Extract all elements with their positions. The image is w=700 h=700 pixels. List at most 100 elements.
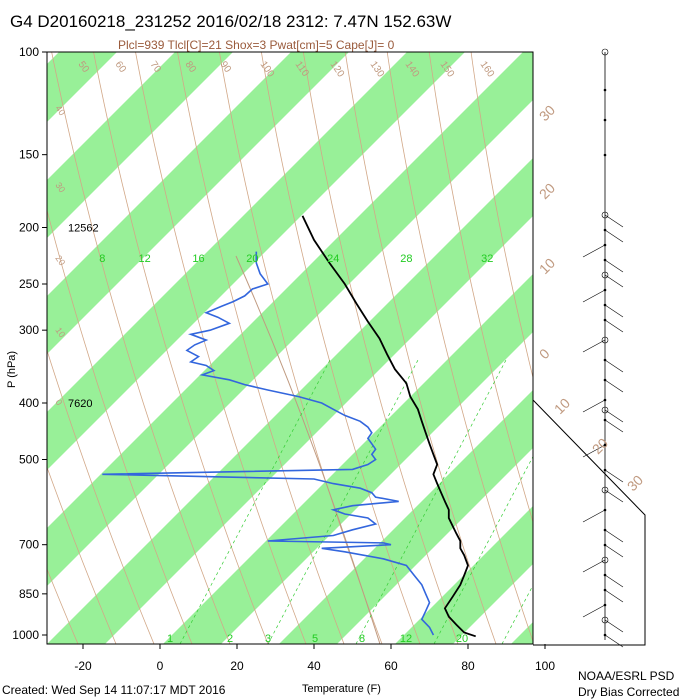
potential-temp-label: 0 <box>53 397 64 407</box>
mixing-ratio-line <box>570 360 700 644</box>
wind-barb <box>604 544 624 558</box>
dry-adiabat <box>177 52 345 644</box>
plot-border <box>46 51 534 645</box>
y-tick-label: 300 <box>19 323 39 337</box>
mixing-ratio-bottom-label: 8 <box>359 633 365 645</box>
mixing-ratio-bottom-label: 2 <box>227 633 233 645</box>
x-axis-label: Temperature (F) <box>302 683 381 695</box>
wind-barb <box>604 574 624 588</box>
wind-barb <box>604 229 624 243</box>
isotherm-label: 20 <box>589 435 611 457</box>
mixing-ratio-label: 16 <box>192 253 204 265</box>
wind-barb <box>604 379 624 393</box>
y-tick-label: 700 <box>19 538 39 552</box>
x-tick-label: 100 <box>535 659 555 673</box>
wind-point-marker <box>603 153 607 157</box>
y-axis-label: P (hPa) <box>6 351 18 388</box>
wind-point-marker <box>603 118 607 122</box>
isotherm-label: 30 <box>536 102 558 124</box>
wind-barb <box>582 509 606 523</box>
y-tick-label: 100 <box>19 45 39 59</box>
wind-calm-marker <box>601 336 609 344</box>
y-tick-label: 1000 <box>12 628 39 642</box>
wind-calm-marker <box>601 48 609 56</box>
mixing-ratio-label: 28 <box>400 253 412 265</box>
y-tick-label: 400 <box>19 396 39 410</box>
mixing-ratio-line <box>628 360 700 644</box>
temperature-line <box>301 215 476 638</box>
wind-barb <box>582 244 606 258</box>
x-tick-label: 0 <box>157 659 164 673</box>
y-tick-label: 500 <box>19 452 39 466</box>
dry-adiabats <box>47 52 533 644</box>
mixing-ratio-bottom-label: 1 <box>167 633 173 645</box>
wind-barb <box>582 399 606 413</box>
isotherm-label: 10 <box>551 395 573 417</box>
dry-adiabat <box>135 52 307 644</box>
wind-panel-border <box>532 399 646 646</box>
isotherm-band <box>47 158 533 644</box>
potential-temp-label: 10 <box>53 325 67 339</box>
isotherm-band <box>47 52 533 586</box>
wind-barb <box>604 619 624 633</box>
x-tick-label: 60 <box>384 659 398 673</box>
height-label: 7620 <box>68 398 92 410</box>
wind-barb <box>604 469 624 483</box>
dry-adiabat <box>470 52 533 380</box>
x-tick-label: 20 <box>230 659 244 673</box>
y-tick-label: 200 <box>19 221 39 235</box>
wind-barb <box>604 319 624 333</box>
mixing-ratio-label: 32 <box>481 253 493 265</box>
y-tick-label: 850 <box>19 587 39 601</box>
potential-temp-label: 160 <box>478 59 497 79</box>
credit-line-1: NOAA/ESRL PSD <box>578 669 675 683</box>
wind-calm-marker <box>601 211 609 219</box>
wind-barb <box>604 529 624 543</box>
wind-barb <box>604 274 624 288</box>
isotherm-band <box>511 622 533 644</box>
mixing-ratio-bottom-label: 5 <box>312 633 318 645</box>
dry-adiabat <box>428 52 533 524</box>
wind-barb <box>604 259 624 273</box>
isotherm-band <box>47 52 349 354</box>
potential-temp-label: 30 <box>53 180 67 194</box>
wind-calm-marker <box>601 556 609 564</box>
wind-barb <box>604 214 624 228</box>
wind-barb <box>582 559 606 573</box>
mixing-ratio-label: 24 <box>327 253 339 265</box>
wind-barb <box>604 489 624 503</box>
mixing-ratio-bottom-label: 20 <box>456 633 468 645</box>
dry-adiabat <box>93 52 269 644</box>
wind-barb-panel <box>582 48 624 648</box>
dry-adiabat <box>47 466 117 644</box>
x-tick-label: 80 <box>461 659 475 673</box>
mixing-ratio-bottom-label: 3 <box>265 633 271 645</box>
dry-adiabat <box>386 52 533 643</box>
dry-adiabat <box>51 52 231 644</box>
mixing-ratio-label: 8 <box>99 253 105 265</box>
y-tick-label: 250 <box>19 277 39 291</box>
wind-barb <box>582 289 606 303</box>
dry-adiabat <box>47 208 193 644</box>
wind-barb <box>604 419 624 433</box>
isotherm-band <box>163 274 533 644</box>
chart-title: G4 D20160218_231252 2016/02/18 2312: 7.4… <box>10 12 451 31</box>
wind-barb <box>582 339 606 353</box>
isotherm-band <box>0 44 9 644</box>
potential-temp-label: 20 <box>53 253 67 267</box>
wind-barb <box>604 304 624 318</box>
wind-calm-marker <box>601 616 609 624</box>
isotherm-bands <box>0 44 533 644</box>
mixing-ratio-label: 20 <box>246 253 258 265</box>
y-tick-label: 150 <box>19 148 39 162</box>
wind-calm-marker <box>601 406 609 414</box>
saturation-adiabat <box>235 255 381 644</box>
dry-adiabat <box>47 349 155 644</box>
plot-frame <box>46 51 646 646</box>
x-tick-label: -20 <box>74 659 92 673</box>
created-timestamp: Created: Wed Sep 14 11:07:17 MDT 2016 <box>2 683 226 697</box>
isotherm-band <box>395 506 533 644</box>
